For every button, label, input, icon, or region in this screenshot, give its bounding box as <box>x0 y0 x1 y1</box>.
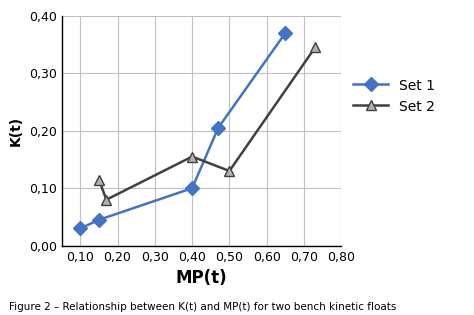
Line: Set 1: Set 1 <box>75 28 290 233</box>
Line: Set 2: Set 2 <box>94 43 320 204</box>
Set 2 <box>96 178 102 181</box>
X-axis label: MP(t): MP(t) <box>176 269 227 287</box>
Set 2 <box>189 155 195 158</box>
Set 1 <box>77 226 83 230</box>
Y-axis label: K(t): K(t) <box>9 116 23 146</box>
Set 1 <box>283 31 288 35</box>
Set 2 <box>312 45 318 49</box>
Set 2 <box>227 169 232 173</box>
Text: Figure 2 – Relationship between K(t) and MP(t) for two bench kinetic floats: Figure 2 – Relationship between K(t) and… <box>9 302 397 312</box>
Legend: Set 1, Set 2: Set 1, Set 2 <box>347 73 441 119</box>
Set 1 <box>215 126 221 130</box>
Set 1 <box>96 218 102 222</box>
Set 2 <box>103 198 109 202</box>
Set 1 <box>189 186 195 190</box>
